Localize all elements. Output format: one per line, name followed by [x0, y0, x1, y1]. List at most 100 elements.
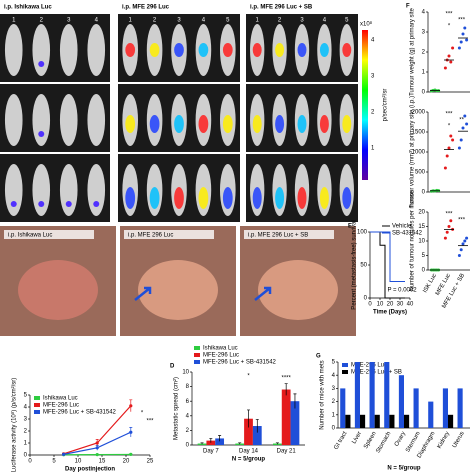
y-tick-label: 6 — [186, 399, 190, 405]
mouse-number: 4 — [323, 18, 327, 24]
annotation: * — [448, 24, 451, 30]
dot — [449, 134, 453, 138]
signal — [252, 115, 262, 133]
y-axis-label: Number of tumour nodules per mouse — [410, 190, 416, 292]
mouse-number: 5 — [226, 18, 230, 24]
dot — [445, 154, 449, 158]
y-tick-label: 100 — [357, 230, 368, 236]
bar — [442, 388, 448, 428]
legend-swatch — [34, 410, 40, 414]
title-bg — [244, 230, 334, 239]
x-tick-label: 40 — [407, 302, 414, 308]
signal — [93, 201, 100, 207]
bar — [197, 443, 207, 445]
mouse — [4, 24, 23, 76]
signal — [198, 43, 209, 57]
panel-label: E — [348, 224, 352, 230]
mouse-number: 1 — [12, 18, 16, 24]
y-tick-label: 0 — [364, 296, 368, 302]
annotation: * — [448, 124, 451, 130]
bar — [235, 443, 245, 445]
legend-label: SB-431542 — [392, 231, 423, 237]
x-tick-label: 25 — [147, 459, 154, 465]
dot — [457, 254, 461, 257]
y-tick-label: 4 — [24, 405, 28, 411]
y-tick-label: 2 — [24, 429, 28, 435]
signal — [10, 201, 17, 207]
annotation: *** — [445, 12, 453, 18]
y-axis-label: Number of mice with mets — [320, 360, 326, 429]
legend-swatch — [194, 353, 200, 357]
colorbar-label: p/sec/cm²/sr — [383, 89, 389, 122]
mouse — [87, 24, 106, 76]
signal — [174, 43, 184, 57]
signal — [319, 43, 329, 57]
y-axis-label: Percent (metastasis-free) survival — [352, 220, 358, 309]
y-tick-label: 5 — [24, 393, 28, 399]
signal — [297, 115, 307, 133]
y-tick-label: 2 — [332, 399, 336, 405]
mouse — [59, 24, 78, 76]
marker — [62, 452, 66, 456]
signal — [319, 187, 329, 209]
arrow — [254, 286, 272, 301]
dot — [461, 126, 465, 130]
mouse — [4, 164, 23, 216]
bar — [340, 388, 346, 428]
dot — [465, 122, 469, 126]
signal — [252, 187, 262, 209]
marker — [95, 446, 99, 450]
x-axis-label: Time (Days) — [373, 310, 407, 316]
mouse-number: 4 — [95, 18, 99, 24]
mouse — [59, 164, 78, 216]
y-tick-label: 10 — [418, 239, 425, 245]
x-tick-label: Day 7 — [203, 449, 219, 455]
x-tick-label: Day 14 — [239, 449, 259, 455]
y-tick-label: 2 — [186, 428, 190, 434]
dot — [457, 146, 461, 150]
bar — [384, 362, 390, 428]
legend-label: MFE-296 Luc + SB-431542 — [203, 360, 277, 366]
y-tick-label: 0 — [422, 90, 426, 96]
bar — [404, 414, 410, 428]
bar — [281, 389, 291, 445]
title-bg — [124, 230, 214, 239]
signal — [342, 187, 352, 209]
y-tick-label: 15 — [418, 224, 425, 230]
legend-label: Ishikawa Luc — [203, 346, 238, 352]
error-bar — [284, 383, 288, 396]
dot — [447, 54, 451, 58]
mouse-number: 3 — [67, 18, 71, 24]
signal — [275, 43, 285, 57]
x-axis-label: N = 5/group — [232, 457, 266, 463]
y-tick-label: 1500 — [412, 130, 426, 136]
colorbar-unit: x10⁸ — [360, 21, 373, 28]
necropsy-title: i.p. Ishikawa Luc — [8, 233, 52, 239]
error-bar — [255, 419, 259, 433]
colorbar-tick: 3 — [371, 74, 375, 80]
legend-label: MFE-296 Luc + SB — [351, 370, 402, 376]
y-tick-label: 0 — [24, 453, 28, 459]
signal — [38, 61, 45, 67]
annotation: P = 0.0002 — [387, 288, 417, 294]
signal — [275, 115, 285, 133]
error-bar — [247, 409, 250, 428]
error-bar — [275, 442, 279, 445]
marker — [95, 441, 99, 445]
signal — [125, 43, 136, 57]
y-tick-label: 4 — [332, 373, 336, 379]
bar — [252, 426, 262, 445]
signal — [125, 115, 136, 133]
legend-swatch — [194, 346, 200, 350]
y-tick-label: 2000 — [412, 110, 426, 116]
y-axis-label: Luciferase activity (10⁸) (p/s/cm²/sr) — [11, 378, 18, 473]
bar — [272, 443, 282, 445]
x-tick-label: 0 — [368, 302, 372, 308]
x-tick-label: Liver — [351, 431, 363, 445]
bar — [448, 414, 454, 428]
dot — [443, 66, 447, 70]
legend-swatch — [34, 396, 40, 400]
organs — [258, 260, 338, 320]
y-tick-label: 1 — [422, 70, 426, 76]
